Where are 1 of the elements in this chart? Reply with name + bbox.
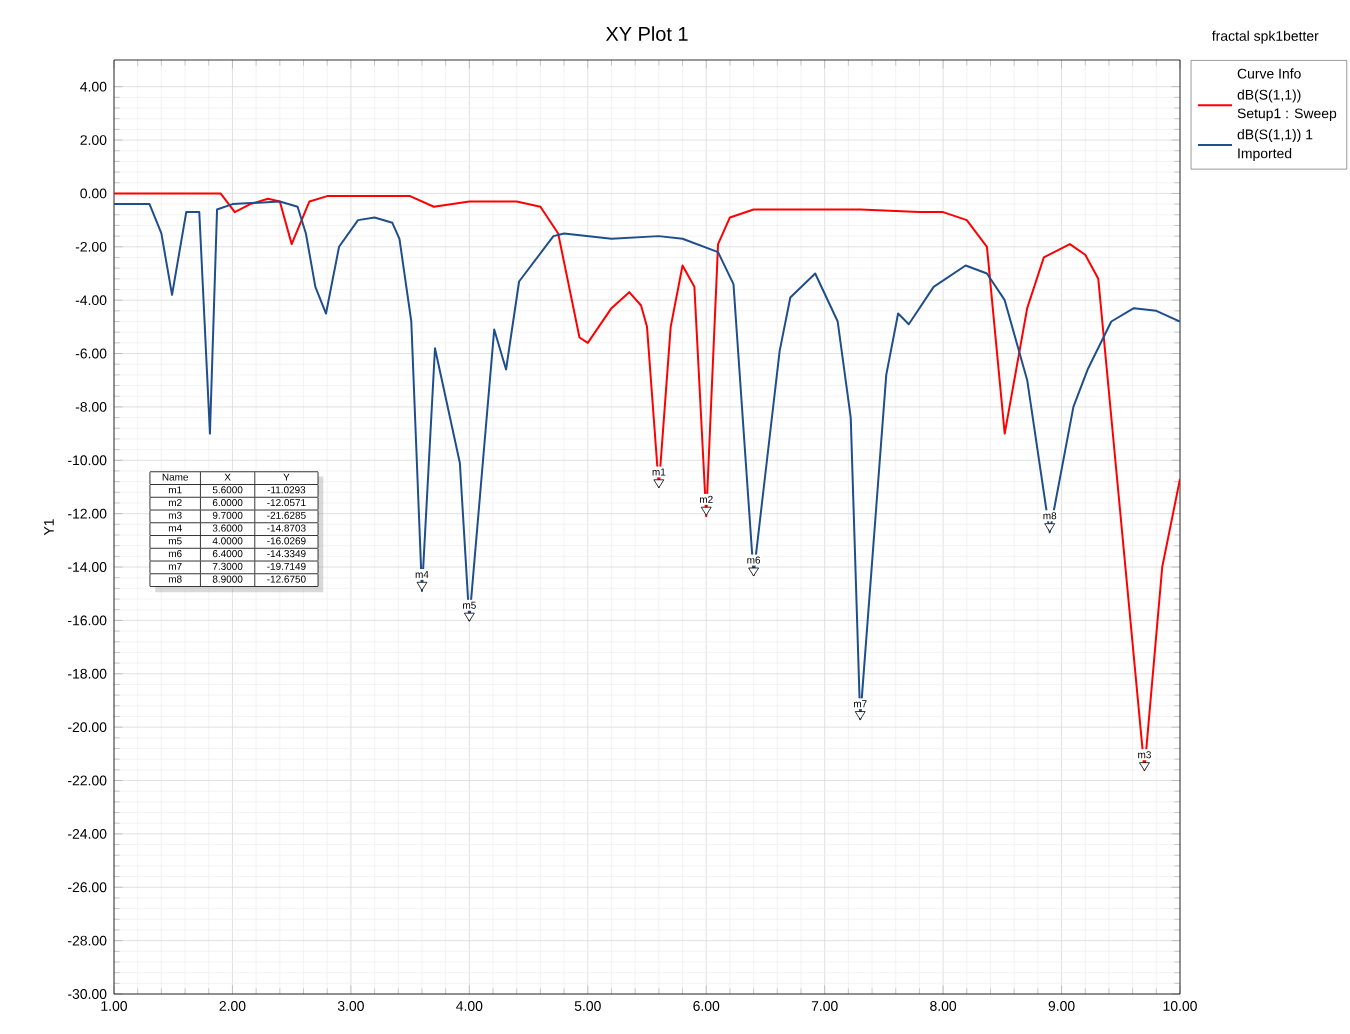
chart-title: XY Plot 1	[605, 26, 688, 41]
